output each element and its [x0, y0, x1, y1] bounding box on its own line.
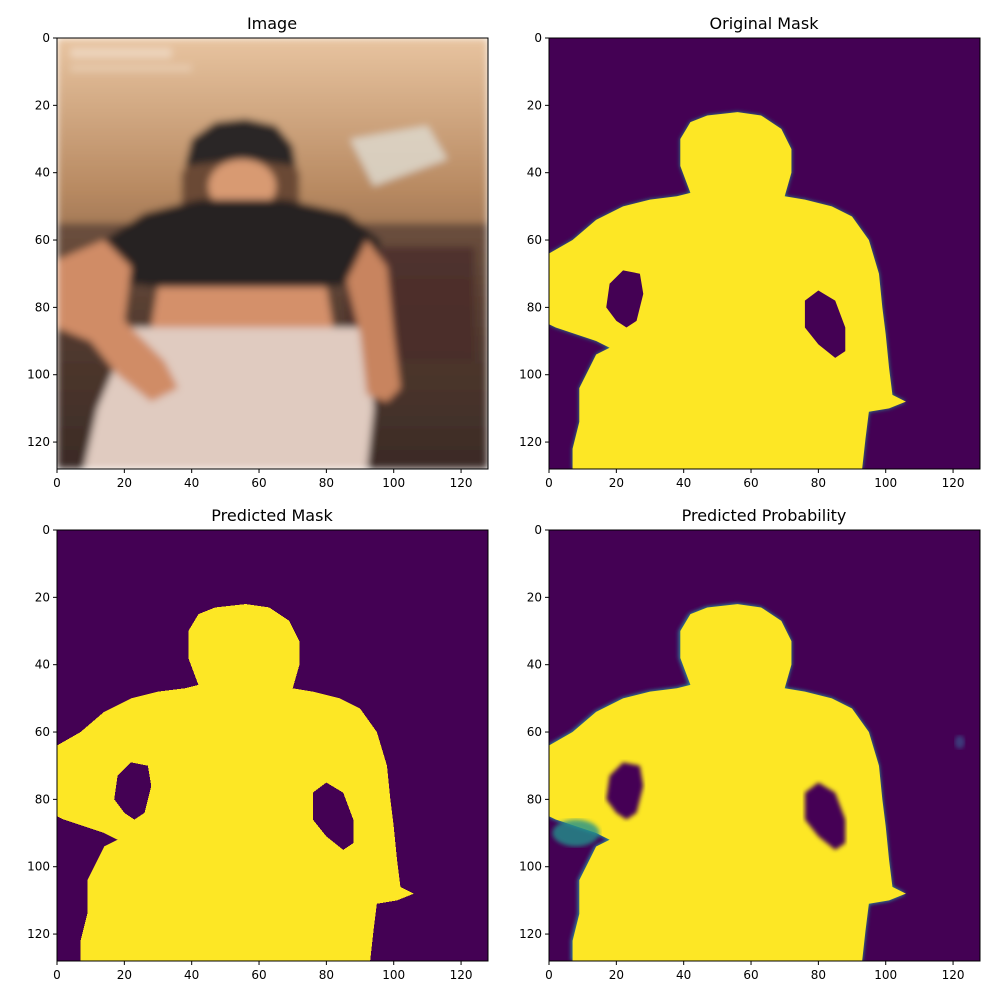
y-tick-label: 20 [35, 590, 50, 604]
panel-original-mask: Original Mask 0 20 40 60 80 100 120 0 20 40 60 80 10… [519, 14, 981, 490]
y-tick-label: 0 [534, 31, 542, 45]
x-tick-label: 80 [811, 968, 826, 982]
axes-predicted-probability: 0 20 40 60 80 100 120 0 20 40 60 80 100 120 [519, 523, 964, 982]
y-tick-label: 40 [35, 658, 50, 672]
photo [57, 38, 488, 469]
x-tick-label: 40 [184, 476, 199, 490]
y-tick-label: 0 [42, 523, 50, 537]
axes-original-mask: 0 20 40 60 80 100 120 0 20 40 60 80 100 120 [519, 31, 964, 490]
y-tick-label: 60 [35, 725, 50, 739]
x-tick-label: 20 [609, 968, 624, 982]
x-tick-label: 60 [251, 968, 266, 982]
y-tick-label: 0 [42, 31, 50, 45]
x-tick-label: 20 [117, 968, 132, 982]
axes-predicted-mask: 0 20 40 60 80 100 120 0 20 40 60 80 100 120 [27, 523, 472, 982]
y-tick-label: 20 [527, 590, 542, 604]
x-tick-label: 60 [251, 476, 266, 490]
x-tick-label: 0 [545, 476, 553, 490]
y-tick-label: 80 [35, 300, 50, 314]
panel-title-original-mask: Original Mask [710, 14, 820, 33]
y-tick-label: 80 [527, 792, 542, 806]
y-tick-label: 120 [519, 927, 542, 941]
y-tick-label: 120 [519, 435, 542, 449]
y-tick-label: 60 [527, 725, 542, 739]
x-tick-label: 40 [676, 968, 691, 982]
panel-predicted-probability: Predicted Probability 0 20 40 60 80 100 120 0 20… [519, 506, 981, 982]
x-tick-label: 120 [942, 476, 965, 490]
y-tick-label: 80 [35, 792, 50, 806]
panel-title-predicted-mask: Predicted Mask [211, 506, 333, 525]
panel-title-predicted-probability: Predicted Probability [682, 506, 847, 525]
x-tick-label: 20 [117, 476, 132, 490]
y-tick-label: 80 [527, 300, 542, 314]
y-tick-label: 120 [27, 927, 50, 941]
x-tick-label: 80 [319, 968, 334, 982]
x-tick-label: 0 [53, 476, 61, 490]
panel-title-image: Image [247, 14, 297, 33]
y-tick-label: 0 [534, 523, 542, 537]
y-tick-label: 40 [35, 166, 50, 180]
y-tick-label: 60 [527, 233, 542, 247]
x-tick-label: 120 [450, 476, 473, 490]
x-tick-label: 40 [676, 476, 691, 490]
x-tick-label: 120 [450, 968, 473, 982]
heatmap-predicted-mask [57, 530, 488, 961]
heatmap-predicted-probability [549, 530, 980, 961]
panel-image: Image [27, 14, 489, 490]
x-tick-label: 100 [874, 968, 897, 982]
x-tick-label: 100 [382, 968, 405, 982]
y-tick-label: 40 [527, 658, 542, 672]
y-tick-label: 100 [27, 860, 50, 874]
x-tick-label: 60 [743, 968, 758, 982]
y-tick-label: 60 [35, 233, 50, 247]
x-tick-label: 80 [811, 476, 826, 490]
x-tick-label: 80 [319, 476, 334, 490]
x-tick-label: 40 [184, 968, 199, 982]
x-tick-label: 0 [53, 968, 61, 982]
y-tick-label: 120 [27, 435, 50, 449]
x-tick-label: 0 [545, 968, 553, 982]
x-tick-label: 20 [609, 476, 624, 490]
y-tick-label: 20 [527, 98, 542, 112]
panel-predicted-mask: Predicted Mask 0 20 40 60 80 100 120 0 20 40 60 80 1… [27, 506, 489, 982]
x-tick-label: 100 [382, 476, 405, 490]
y-tick-label: 100 [519, 368, 542, 382]
y-tick-label: 100 [27, 368, 50, 382]
x-tick-label: 60 [743, 476, 758, 490]
axes-image: 0 20 40 60 80 100 120 0 20 40 60 80 100 120 [27, 31, 472, 490]
x-tick-label: 120 [942, 968, 965, 982]
y-tick-label: 20 [35, 98, 50, 112]
y-tick-label: 40 [527, 166, 542, 180]
x-tick-label: 100 [874, 476, 897, 490]
heatmap-original-mask [549, 38, 980, 469]
y-tick-label: 100 [519, 860, 542, 874]
